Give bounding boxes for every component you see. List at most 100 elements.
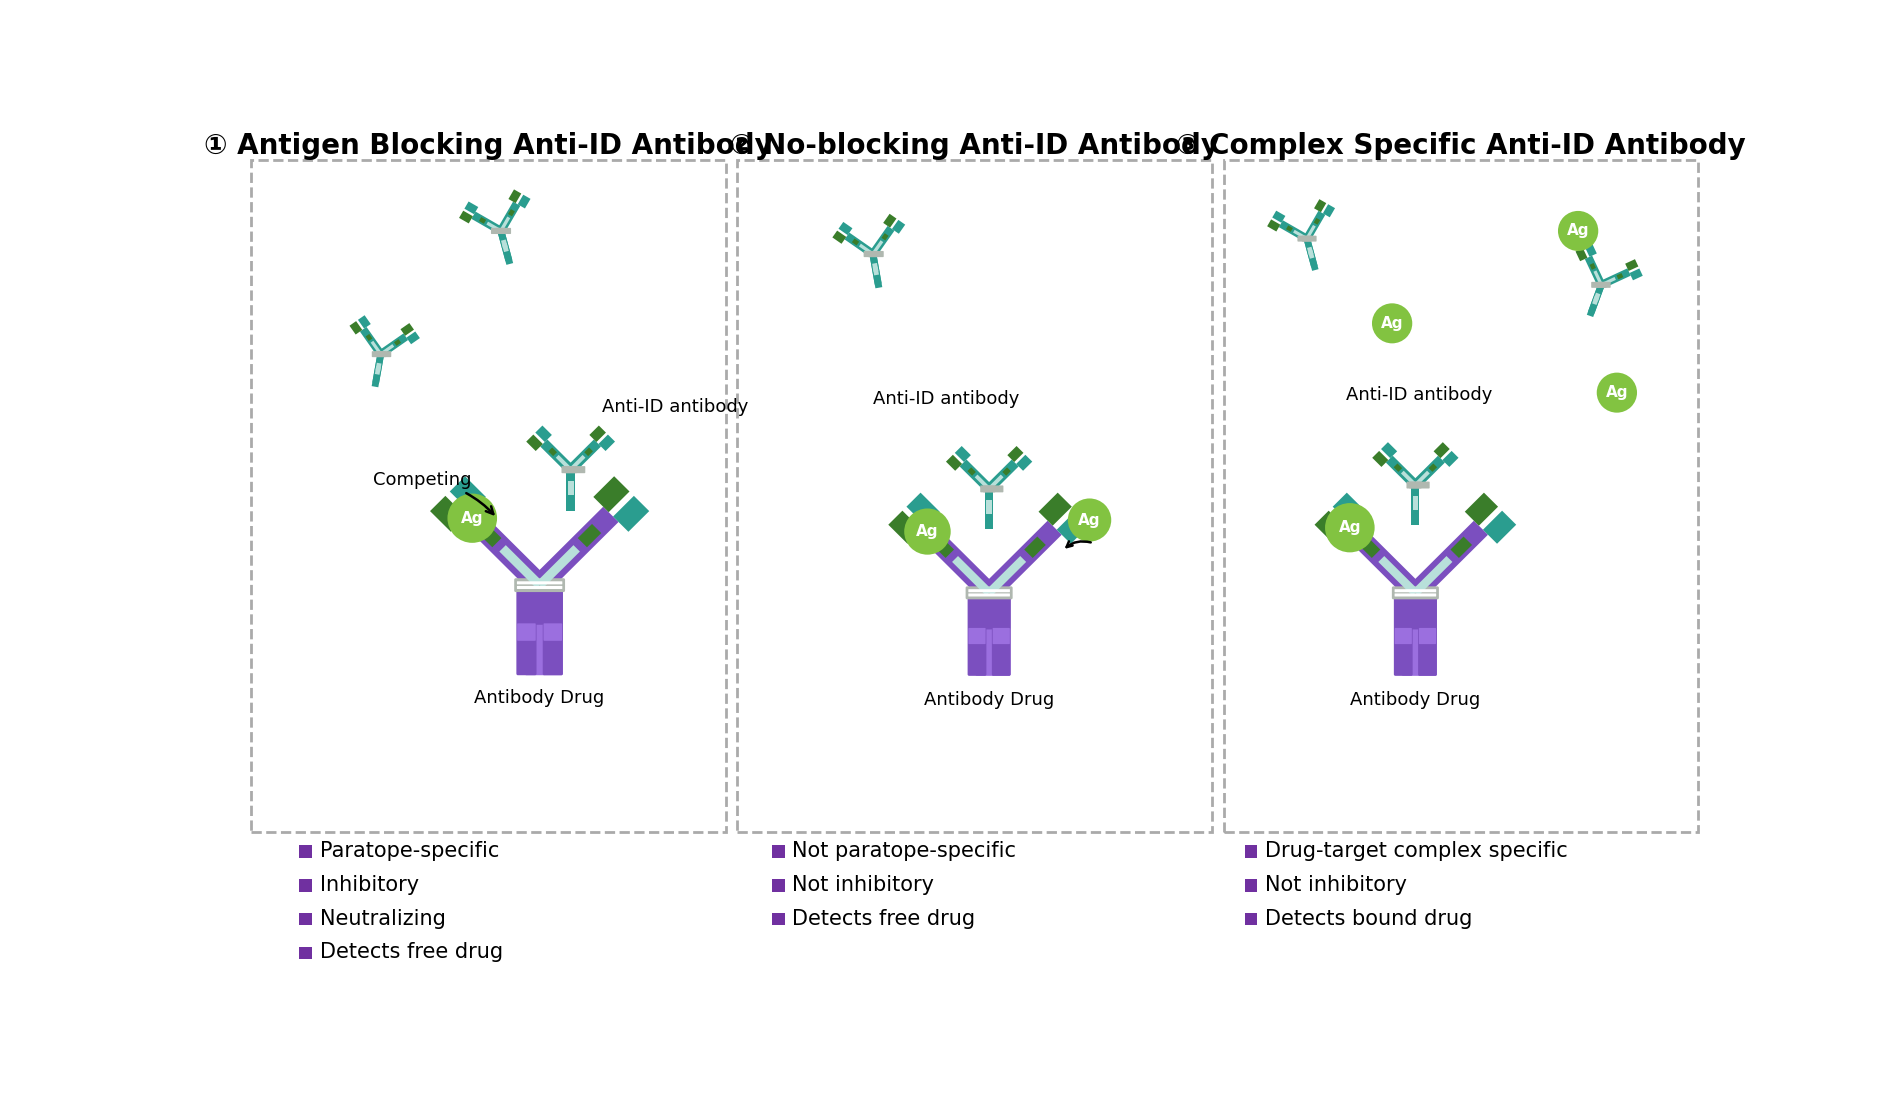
FancyBboxPatch shape — [1296, 235, 1315, 241]
Polygon shape — [357, 315, 370, 328]
Circle shape — [903, 509, 951, 555]
Polygon shape — [393, 339, 400, 346]
Polygon shape — [429, 496, 465, 532]
FancyBboxPatch shape — [864, 251, 883, 257]
Polygon shape — [1615, 273, 1623, 279]
Bar — [1245, 913, 1256, 925]
Polygon shape — [372, 355, 383, 387]
Circle shape — [1067, 499, 1110, 541]
FancyBboxPatch shape — [1591, 282, 1610, 288]
Polygon shape — [1015, 455, 1033, 471]
Polygon shape — [985, 500, 991, 509]
Text: Ag: Ag — [1338, 520, 1361, 536]
FancyBboxPatch shape — [516, 586, 562, 589]
FancyBboxPatch shape — [1393, 591, 1412, 676]
Polygon shape — [592, 477, 628, 512]
Polygon shape — [501, 240, 507, 249]
Text: Neutralizing: Neutralizing — [319, 908, 446, 929]
FancyBboxPatch shape — [1300, 235, 1312, 241]
Polygon shape — [1304, 240, 1317, 271]
FancyBboxPatch shape — [543, 624, 562, 641]
Polygon shape — [1412, 556, 1452, 596]
Polygon shape — [1442, 451, 1458, 466]
Polygon shape — [1600, 277, 1615, 287]
Polygon shape — [869, 251, 881, 285]
Polygon shape — [1585, 256, 1604, 287]
Circle shape — [1596, 373, 1636, 413]
FancyBboxPatch shape — [1393, 589, 1435, 593]
Circle shape — [1370, 304, 1412, 344]
Polygon shape — [883, 214, 896, 228]
Polygon shape — [1408, 521, 1488, 600]
Bar — [300, 913, 311, 925]
Polygon shape — [486, 222, 501, 232]
Polygon shape — [1372, 451, 1387, 466]
Polygon shape — [497, 202, 520, 233]
Text: Paratope-specific: Paratope-specific — [319, 840, 499, 860]
FancyBboxPatch shape — [968, 628, 985, 644]
Polygon shape — [831, 231, 847, 243]
Polygon shape — [568, 485, 573, 496]
FancyBboxPatch shape — [1406, 482, 1429, 489]
Polygon shape — [549, 448, 556, 456]
Polygon shape — [888, 511, 921, 543]
Text: Antibody Drug: Antibody Drug — [474, 689, 604, 708]
Text: Drug-target complex specific: Drug-target complex specific — [1264, 840, 1568, 860]
FancyBboxPatch shape — [543, 584, 562, 675]
Polygon shape — [985, 491, 993, 529]
Polygon shape — [1575, 248, 1587, 261]
Polygon shape — [951, 556, 991, 596]
Polygon shape — [568, 440, 600, 473]
Polygon shape — [1450, 537, 1471, 558]
FancyBboxPatch shape — [1401, 591, 1420, 629]
Polygon shape — [1412, 500, 1418, 510]
Polygon shape — [881, 233, 888, 240]
Text: Ag: Ag — [1566, 223, 1589, 239]
Polygon shape — [1587, 282, 1604, 314]
FancyBboxPatch shape — [968, 594, 1010, 597]
FancyBboxPatch shape — [543, 584, 562, 625]
Polygon shape — [1625, 259, 1638, 271]
Polygon shape — [1323, 204, 1334, 218]
Polygon shape — [945, 455, 962, 471]
FancyBboxPatch shape — [991, 628, 1010, 676]
Polygon shape — [1592, 270, 1602, 286]
Polygon shape — [985, 487, 993, 525]
Polygon shape — [955, 446, 970, 462]
Polygon shape — [585, 448, 592, 456]
Text: Detects free drug: Detects free drug — [791, 908, 976, 929]
Polygon shape — [1482, 511, 1515, 543]
FancyBboxPatch shape — [983, 485, 995, 492]
FancyBboxPatch shape — [867, 251, 879, 257]
Polygon shape — [1293, 230, 1308, 240]
Polygon shape — [406, 331, 419, 344]
Polygon shape — [366, 334, 372, 341]
Polygon shape — [1598, 268, 1630, 288]
Polygon shape — [1308, 250, 1313, 259]
Bar — [1245, 846, 1256, 858]
FancyBboxPatch shape — [543, 624, 562, 675]
Polygon shape — [539, 440, 573, 473]
FancyBboxPatch shape — [1393, 594, 1435, 597]
Polygon shape — [465, 202, 478, 214]
Polygon shape — [1332, 492, 1365, 526]
Text: Ag: Ag — [1078, 512, 1101, 528]
Polygon shape — [1023, 537, 1046, 558]
Polygon shape — [1378, 556, 1418, 596]
FancyBboxPatch shape — [495, 228, 507, 234]
Polygon shape — [1412, 497, 1418, 506]
Text: Ag: Ag — [1380, 316, 1403, 330]
Polygon shape — [1427, 463, 1437, 472]
Polygon shape — [958, 460, 993, 492]
FancyBboxPatch shape — [1408, 482, 1422, 489]
Polygon shape — [1302, 211, 1325, 241]
Polygon shape — [974, 474, 991, 490]
Polygon shape — [499, 545, 543, 588]
Text: Detects bound drug: Detects bound drug — [1264, 908, 1471, 929]
Polygon shape — [873, 267, 879, 276]
Text: ③ Complex Specific Anti-ID Antibody: ③ Complex Specific Anti-ID Antibody — [1175, 132, 1744, 161]
Polygon shape — [987, 474, 1002, 490]
Text: Anti-ID antibody: Anti-ID antibody — [1346, 386, 1492, 404]
Polygon shape — [461, 507, 547, 593]
Polygon shape — [1313, 218, 1319, 224]
